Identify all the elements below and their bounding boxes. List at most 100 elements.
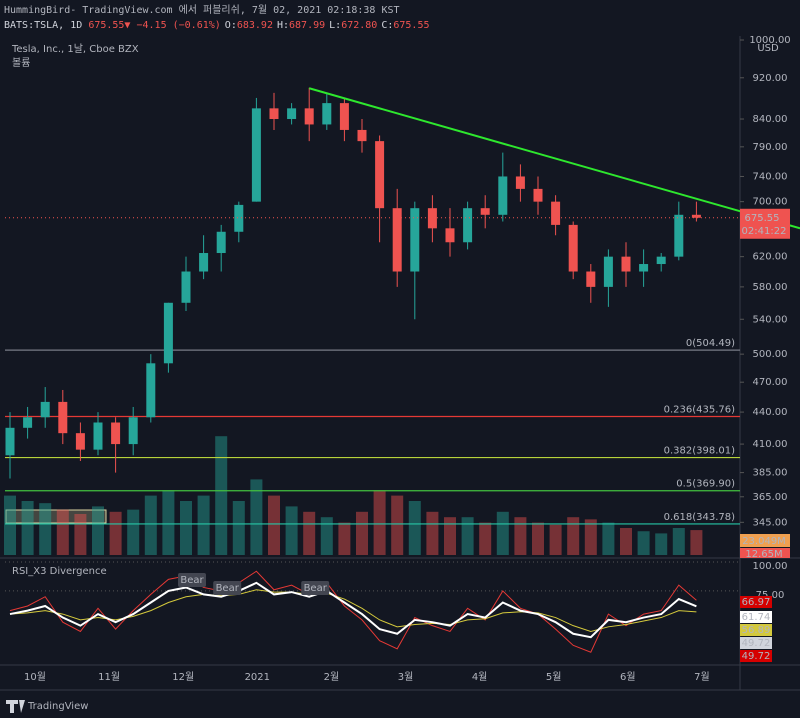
rsi-tick-label: 100.00 [753,561,788,572]
candle-body [5,427,15,456]
logo [6,700,25,713]
volume-bar [232,501,245,555]
signal-label: Bear [216,583,240,594]
ohlc-value: 683.92 [237,20,273,31]
signal-label: Bear [304,583,328,594]
candle-body [163,302,173,364]
rsi-line [9,589,697,632]
x-tick-label: 11월 [98,671,120,683]
volume-bar [338,522,351,555]
candle-body [639,264,649,272]
candle-body [375,141,385,209]
volume-bar [285,506,298,555]
candle-body [621,256,631,272]
volume-bar [39,503,52,555]
candle-body [357,129,367,142]
candle-body [23,417,33,428]
volume-bar [672,528,685,555]
ohlc-key: L: [329,20,341,31]
signal-label: Bear [180,575,204,586]
y-tick-label: 385.00 [753,468,788,479]
signal-box [213,581,242,595]
y-tick-label: 580.00 [753,282,788,293]
y-tick-label: 740.00 [753,171,788,182]
candle-body [287,108,297,120]
x-tick-label: 12월 [172,671,194,683]
header-bg [0,0,800,36]
volume-bar [479,522,492,555]
rsi-line [9,570,697,653]
volume-bar [74,513,87,555]
candle-body [568,224,578,272]
volume-bar [444,517,456,555]
y-tick-label: 540.00 [753,314,788,325]
price-label: 675.55 [745,213,780,224]
volume-bar [215,436,228,555]
fib-label: 0.618(343.78) [664,512,736,523]
candle-body [111,422,121,445]
volume-bar [356,511,368,555]
volume-bar [320,517,333,555]
candle-body [463,208,473,243]
volume-ma-box [740,548,790,558]
y-tick-label: 500.00 [753,349,788,360]
y-tick-label: 410.00 [753,439,788,450]
ohlc-value: 675.55 [393,20,429,31]
volume-bar [549,524,562,555]
volume-bar [373,490,386,555]
volume-bar [180,501,192,555]
rsi-value-label: 61.74 [742,612,771,623]
volume-bar [602,522,615,555]
volume-bar [567,517,580,555]
candle-body [40,401,50,418]
signal-box [301,581,330,595]
range-box [5,509,107,524]
candle-body [551,201,561,225]
x-tick-label: 3월 [398,671,414,683]
y-tick-label: 470.00 [753,377,788,388]
quote: BATS:TSLA, 1D 675.55▼ −4.15 (−0.61%) O:68… [4,20,429,31]
fib-label: 0.236(435.76) [664,404,736,415]
x-tick-label: 10월 [24,671,46,683]
candle-body [199,253,209,272]
volume-bar [4,495,16,555]
brand: TradingView [27,701,88,712]
rsi-value-label: 56.89 [742,625,771,636]
fib-label: 0.5(369.90) [676,479,735,490]
rsi-extra-box [740,637,772,649]
x-tick-label: 4월 [472,671,488,683]
volume-bar [144,495,157,555]
candle-body [128,417,138,445]
volume-bar [496,511,509,555]
candle-body [586,271,596,287]
candle-body [251,108,261,202]
rsi-value-label: 66.97 [742,597,771,608]
volume-title: 볼륨 [12,57,30,69]
x-tick-label: 2월 [324,671,340,683]
x-tick-label: 6월 [620,671,636,683]
rsi-title: RSI_X3 Divergence [12,566,107,577]
y-tick-label: 790.00 [753,142,788,153]
ohlc-key: C: [381,20,393,31]
candle-body [533,188,543,202]
y-tick-label: 365.00 [753,492,788,503]
candle-body [515,176,525,189]
candle-body [181,271,191,303]
y-tick-label: 920.00 [753,73,788,84]
signal-box [178,573,206,587]
y-tick-label: 700.00 [753,197,788,208]
change: −4.15 (−0.61%) [137,20,221,31]
rsi-value-box [740,624,772,636]
candle-body [691,214,701,218]
rsi-extra-label: 49.72 [742,638,771,649]
fib-label: 0(504.49) [686,338,735,349]
candle-body [427,208,437,229]
volume-bar [690,530,703,555]
rsi-value-box [740,611,772,623]
volume-bar [268,495,280,555]
volume-label: 23.049M [742,536,786,547]
price-box [740,208,790,239]
rsi-line [9,581,697,639]
volume-bar [532,522,544,555]
